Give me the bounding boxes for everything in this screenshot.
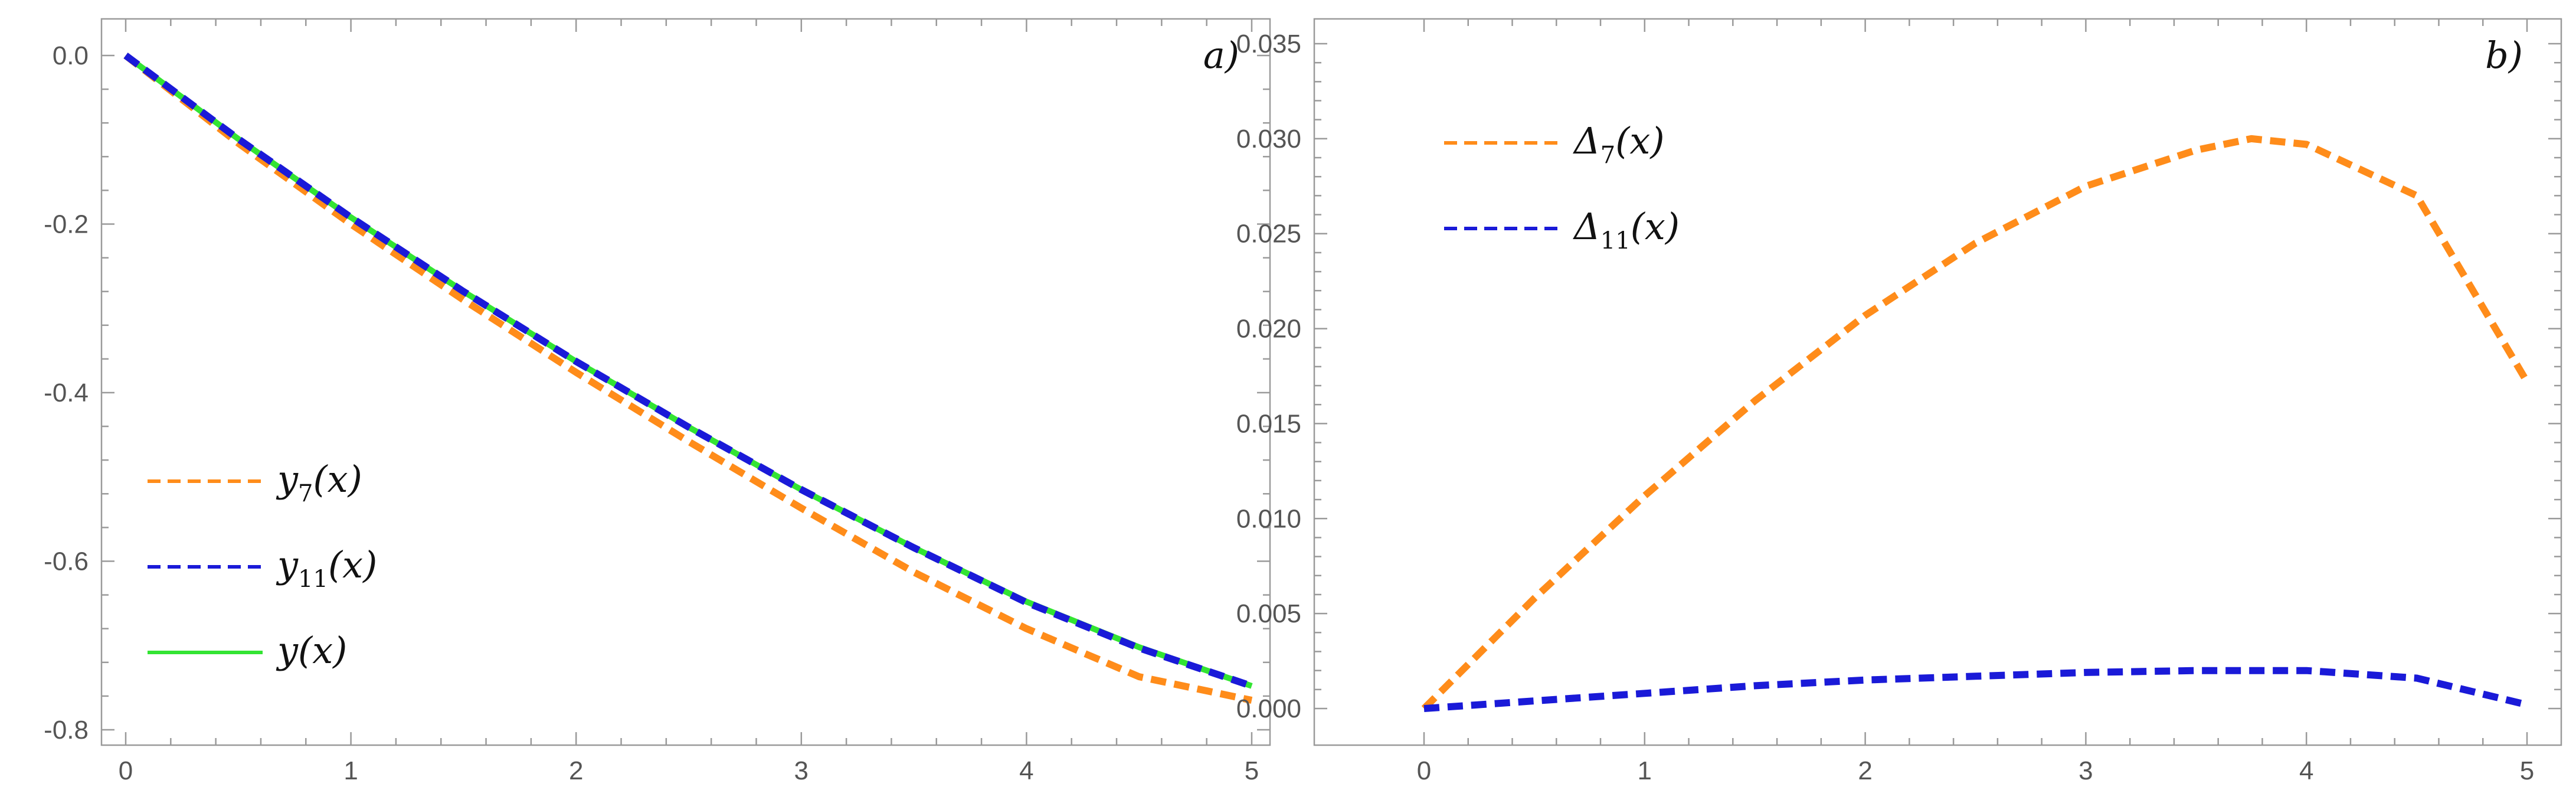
x-tick-label: 1 (343, 756, 358, 785)
panel-b-chart: 0 1 2 3 4 5 0.000 0.005 0.010 0.015 0.020 0.025 0.03… (1236, 18, 2562, 785)
y-tick-label: -0.2 (44, 210, 89, 239)
y-tick-label: -0.4 (44, 378, 89, 407)
legend-label: y(x) (276, 629, 347, 672)
panel-a-chart: 0 1 2 3 4 5 0.0 -0.2 -0.4 -0.6 -0.8 a) y7(x) y11(x) y(… (44, 18, 1271, 785)
legend-label: Δ7(x) (1573, 119, 1665, 169)
series-line-a-1 (123, 53, 1253, 690)
x-tick-label: 5 (2520, 756, 2534, 785)
x-tick-label: 3 (794, 756, 809, 785)
x-tick-label: 4 (1019, 756, 1033, 785)
series-line-b-0 (1421, 135, 2531, 711)
y-tick-label: 0.020 (1236, 315, 1301, 344)
y-tick-label: 0.015 (1236, 409, 1301, 438)
y-tick-label: 0.000 (1236, 694, 1301, 723)
legend-label: Δ11(x) (1573, 205, 1680, 254)
y-tick-label: 0.025 (1236, 220, 1301, 249)
panel-label: b) (2485, 34, 2523, 77)
x-tick-label: 4 (2299, 756, 2313, 785)
legend-label: y7(x) (276, 458, 362, 507)
x-tick-label: 2 (569, 756, 583, 785)
series-line-b-1 (1423, 667, 2528, 712)
series-line-a-2 (124, 53, 1253, 689)
panel-label: a) (1203, 34, 1239, 77)
plot-frame (1313, 18, 2562, 746)
x-tick-label: 3 (2079, 756, 2093, 785)
x-tick-label: 5 (1245, 756, 1259, 785)
series-line-a-0 (123, 53, 1253, 704)
y-tick-label: -0.6 (44, 547, 89, 576)
y-tick-label: 0.035 (1236, 30, 1301, 58)
legend-label: y11(x) (276, 543, 377, 593)
plot-frame (100, 18, 1271, 746)
x-tick-label: 0 (1417, 756, 1431, 785)
x-tick-label: 1 (1638, 756, 1652, 785)
x-tick-label: 0 (119, 756, 133, 785)
y-tick-label: -0.8 (44, 716, 89, 745)
x-tick-label: 2 (1858, 756, 1872, 785)
y-tick-label: 0.010 (1236, 504, 1301, 533)
y-tick-label: 0.030 (1236, 125, 1301, 154)
y-tick-label: 0.0 (53, 41, 89, 70)
y-tick-label: 0.005 (1236, 599, 1301, 628)
